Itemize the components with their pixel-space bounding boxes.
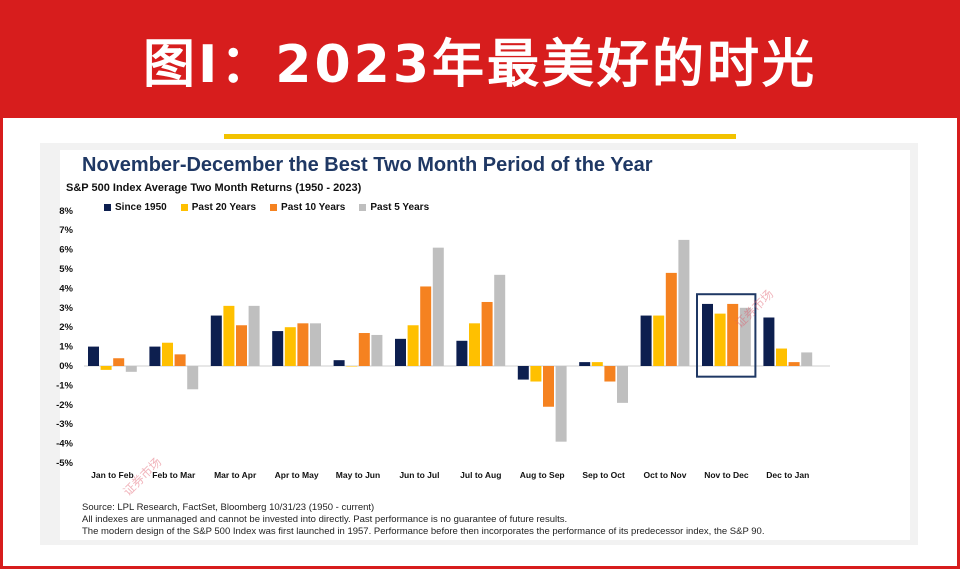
bar: [788, 362, 800, 366]
y-tick-label: -4%: [56, 439, 73, 450]
legend-label: Since 1950: [115, 202, 167, 213]
source-notes: Source: LPL Research, FactSet, Bloomberg…: [82, 502, 764, 538]
bar: [591, 362, 603, 366]
bar: [640, 315, 652, 366]
chart-subtitle: S&P 500 Index Average Two Month Returns …: [66, 182, 362, 194]
bar: [310, 323, 321, 366]
bar: [727, 303, 739, 366]
bar: [702, 303, 713, 366]
bar: [420, 286, 432, 366]
title-banner: 图Ⅰ：2023年最美好的时光: [0, 0, 960, 118]
bar: [407, 325, 419, 366]
y-tick-label: -2%: [56, 400, 73, 411]
bar: [617, 366, 628, 403]
x-tick-label: Jun to Jul: [399, 470, 439, 480]
x-tick-label: Dec to Jan: [766, 470, 809, 480]
y-tick-label: -5%: [56, 458, 73, 469]
bar: [776, 348, 787, 366]
bar: [371, 334, 383, 366]
bar: [494, 274, 506, 366]
source-line: Source: LPL Research, FactSet, Bloomberg…: [82, 502, 375, 513]
y-tick-label: 7%: [59, 225, 73, 236]
disclaimer-line: All indexes are unmanaged and cannot be …: [82, 514, 568, 525]
bar: [88, 346, 99, 366]
chart-title: November-December the Best Two Month Per…: [82, 154, 653, 176]
highlight-box: [696, 293, 757, 378]
legend-item: Since 1950: [104, 202, 167, 213]
banner-title: 图Ⅰ：2023年最美好的时光: [142, 35, 818, 95]
bar: [543, 366, 554, 407]
x-tick-label: Jan to Feb: [91, 470, 134, 480]
bar: [100, 366, 112, 370]
bar: [187, 366, 199, 390]
bar: [358, 333, 370, 366]
bar: [678, 239, 690, 366]
bar: [481, 301, 493, 366]
x-tick-label: Aug to Sep: [520, 470, 565, 480]
bar: [236, 325, 247, 366]
legend-item: Past 5 Years: [359, 202, 429, 213]
bar: [653, 315, 665, 366]
bar: [530, 366, 542, 382]
y-tick-label: 3%: [59, 303, 73, 314]
bar: [284, 327, 296, 366]
bar: [665, 272, 677, 366]
bar: [739, 307, 751, 366]
x-tick-label: Mar to Apr: [214, 470, 257, 480]
bar: [395, 338, 406, 366]
legend-swatch: [270, 204, 278, 211]
x-tick-label: Nov to Dec: [704, 470, 749, 480]
disclaimer-line: The modern design of the S&P 500 Index w…: [82, 526, 765, 537]
bar: [125, 366, 137, 372]
bar: [604, 366, 616, 382]
y-tick-label: 2%: [59, 322, 73, 333]
bar: [517, 366, 529, 380]
bar: [469, 323, 480, 366]
bar: [456, 340, 468, 366]
bar: [579, 362, 591, 366]
x-tick-label: Apr to May: [275, 470, 319, 480]
bar: [223, 305, 235, 366]
legend-swatch: [359, 204, 367, 211]
y-tick-label: 0%: [59, 361, 73, 372]
x-tick-label: May to Jun: [336, 470, 380, 480]
legend-swatch: [104, 204, 111, 211]
x-tick-label: Feb to Mar: [152, 470, 196, 480]
y-tick-label: 8%: [59, 206, 73, 217]
legend-item: Past 10 Years: [270, 202, 345, 213]
y-tick-label: 6%: [59, 245, 73, 256]
bar: [297, 323, 309, 366]
bar: [555, 366, 567, 442]
bar: [346, 366, 358, 367]
bar: [333, 360, 345, 366]
legend-item: Past 20 Years: [180, 202, 257, 213]
y-tick-label: 5%: [59, 264, 73, 275]
bar: [432, 247, 444, 366]
bar: [272, 331, 284, 366]
y-tick-label: -1%: [56, 380, 73, 391]
bar: [162, 342, 173, 366]
y-tick-label: -3%: [56, 419, 73, 430]
bar: [763, 317, 775, 366]
bar: [174, 354, 186, 366]
bar: [714, 313, 726, 366]
bar: [248, 305, 260, 366]
bar: [149, 346, 161, 366]
x-tick-label: Jul to Aug: [460, 470, 501, 480]
bar: [801, 352, 813, 366]
bar: [210, 315, 222, 366]
x-tick-label: Sep to Oct: [582, 470, 625, 480]
y-tick-label: 1%: [59, 342, 73, 353]
gold-divider: [224, 134, 736, 139]
chart-legend: Since 1950 Past 20 Years Past 10 Years P…: [104, 202, 429, 213]
legend-label: Past 10 Years: [281, 202, 346, 213]
y-tick-label: 4%: [59, 283, 73, 294]
legend-label: Past 20 Years: [191, 202, 257, 213]
x-tick-label: Oct to Nov: [644, 470, 687, 480]
bar: [113, 358, 125, 366]
legend-swatch: [180, 204, 188, 211]
legend-label: Past 5 Years: [370, 202, 430, 213]
